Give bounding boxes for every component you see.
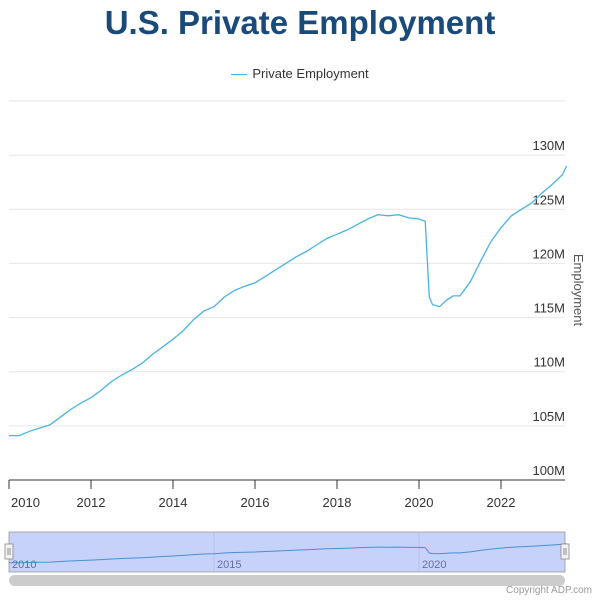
- legend-label: Private Employment: [252, 66, 369, 81]
- y-tick-label: 110M: [533, 355, 565, 370]
- x-tick-label: 2022: [487, 495, 516, 510]
- navigator-label: 2015: [217, 559, 241, 571]
- y-axis-title: Employment: [571, 254, 586, 327]
- y-tick-label: 100M: [532, 463, 565, 478]
- y-tick-label: 105M: [532, 409, 565, 424]
- x-tick-label: 2014: [159, 495, 188, 510]
- navigator-handle-left[interactable]: [4, 543, 14, 560]
- navigator-gridlines: [213, 532, 420, 572]
- y-tick-label: 125M: [532, 192, 565, 207]
- y-tick-labels: 100M 105M 110M 115M 120M 125M 130M: [532, 138, 565, 478]
- series-line-private-employment[interactable]: [9, 165, 568, 437]
- copyright-text: Copyright ADP.com: [506, 585, 592, 596]
- legend-swatch-icon: [231, 74, 248, 76]
- navigator-series-line: [9, 543, 567, 564]
- legend[interactable]: Private Employment: [0, 66, 600, 81]
- x-tick-label: 2016: [241, 495, 270, 510]
- navigator[interactable]: 2010 2015 2020: [4, 531, 570, 586]
- y-tick-label: 115M: [533, 301, 565, 316]
- navigator-handle-right[interactable]: [560, 543, 570, 560]
- x-tick-label: 2012: [77, 495, 106, 510]
- navigator-scrollbar[interactable]: [9, 575, 565, 586]
- x-tick-label: 2020: [405, 495, 434, 510]
- y-tick-label: 130M: [532, 138, 565, 153]
- navigator-labels: 2010 2015 2020: [12, 559, 446, 571]
- navigator-selection[interactable]: [8, 531, 566, 573]
- x-tick-labels: 2010 2012 2014 2016 2018 2020 2022: [8, 480, 516, 510]
- x-tick-label: 2010: [11, 495, 40, 510]
- x-tick-label: 2018: [323, 495, 352, 510]
- y-tick-label: 120M: [532, 246, 565, 261]
- navigator-label: 2010: [12, 559, 36, 571]
- gridlines: [9, 100, 565, 427]
- navigator-label: 2020: [422, 559, 446, 571]
- chart-title: U.S. Private Employment: [104, 4, 496, 41]
